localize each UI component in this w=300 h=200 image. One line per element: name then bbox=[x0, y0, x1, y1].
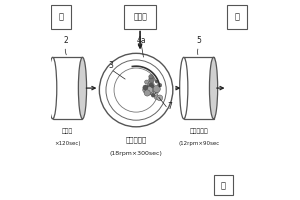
Bar bbox=[227, 5, 247, 28]
Text: 筒式混合机: 筒式混合机 bbox=[189, 129, 208, 134]
Circle shape bbox=[157, 95, 163, 101]
Text: 4a: 4a bbox=[137, 36, 146, 45]
Ellipse shape bbox=[78, 57, 87, 119]
Text: 7: 7 bbox=[167, 102, 172, 111]
Circle shape bbox=[158, 83, 162, 87]
Circle shape bbox=[147, 86, 151, 90]
Bar bbox=[184, 57, 214, 119]
Circle shape bbox=[144, 90, 150, 96]
Circle shape bbox=[143, 85, 148, 90]
Text: 5: 5 bbox=[196, 36, 201, 45]
Circle shape bbox=[149, 88, 156, 95]
Bar bbox=[51, 5, 70, 28]
Circle shape bbox=[145, 80, 149, 84]
Text: 2: 2 bbox=[63, 36, 68, 45]
Circle shape bbox=[146, 92, 149, 96]
Text: 标: 标 bbox=[221, 181, 226, 190]
Text: (18rpm×300sec): (18rpm×300sec) bbox=[110, 151, 163, 156]
Text: (12rpm×90sec: (12rpm×90sec bbox=[178, 141, 219, 146]
Circle shape bbox=[114, 68, 158, 112]
Circle shape bbox=[149, 75, 153, 79]
Text: 盘式制粒机: 盘式制粒机 bbox=[125, 137, 147, 143]
Bar bbox=[53, 57, 82, 119]
Text: 3: 3 bbox=[108, 61, 113, 70]
Circle shape bbox=[150, 85, 155, 91]
Text: 料: 料 bbox=[235, 12, 240, 21]
Bar bbox=[214, 175, 233, 195]
Ellipse shape bbox=[180, 57, 188, 119]
Circle shape bbox=[154, 95, 159, 100]
Circle shape bbox=[151, 91, 154, 93]
Circle shape bbox=[154, 87, 158, 91]
Circle shape bbox=[99, 53, 173, 127]
Circle shape bbox=[155, 80, 158, 83]
Circle shape bbox=[149, 83, 153, 88]
Circle shape bbox=[155, 90, 158, 93]
Text: ×120sec): ×120sec) bbox=[54, 141, 81, 146]
Circle shape bbox=[156, 88, 160, 91]
Circle shape bbox=[149, 77, 155, 83]
Circle shape bbox=[148, 88, 156, 95]
Circle shape bbox=[146, 86, 150, 89]
Text: 混合机: 混合机 bbox=[62, 129, 73, 134]
Circle shape bbox=[143, 86, 150, 93]
Circle shape bbox=[146, 87, 153, 94]
Text: 添加水: 添加水 bbox=[133, 12, 147, 21]
Circle shape bbox=[148, 81, 154, 88]
Circle shape bbox=[151, 93, 155, 97]
Ellipse shape bbox=[209, 57, 218, 119]
Ellipse shape bbox=[49, 57, 57, 119]
Circle shape bbox=[153, 85, 160, 93]
Text: 量: 量 bbox=[58, 12, 63, 21]
Circle shape bbox=[106, 60, 166, 120]
Bar bbox=[124, 5, 156, 28]
